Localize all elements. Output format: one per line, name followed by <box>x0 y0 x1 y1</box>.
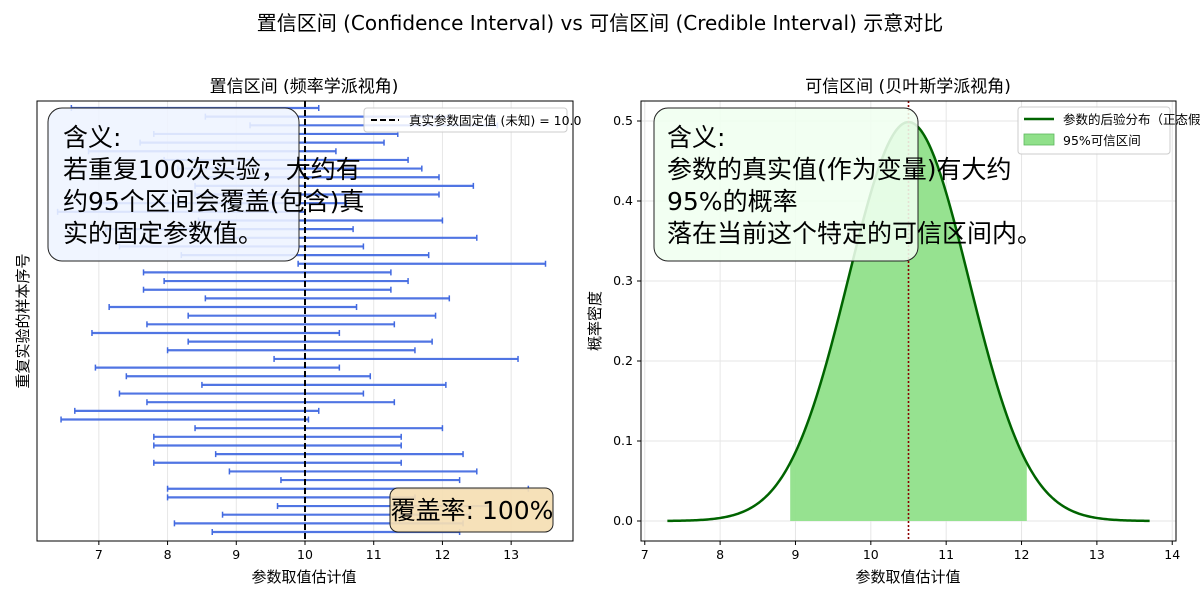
left-y-axis-label: 重复实验的样本序号 <box>14 253 32 388</box>
right-x-tick-label: 14 <box>1164 547 1180 562</box>
interval-9 <box>153 459 402 466</box>
left-x-axis-label: 参数取值估计值 <box>251 568 356 586</box>
right-legend-fill-label: 95%可信区间 <box>1063 133 1141 148</box>
left-x-ticks: 7 8 9 10 11 12 13 <box>95 541 519 562</box>
interval-5 <box>166 494 416 501</box>
left-x-tick-label: 12 <box>434 547 450 562</box>
right-x-tick-label: 7 <box>641 547 649 562</box>
right-chart-panel: 可信区间 (贝叶斯学派视角) 7 8 9 10 11 12 13 14 0.00.10.20.… <box>586 77 1200 586</box>
interval-28 <box>204 295 451 302</box>
interval-20 <box>94 364 341 371</box>
interval-17 <box>118 390 365 397</box>
interval-21 <box>273 355 519 362</box>
right-y-tick-label: 0.1 <box>613 433 633 448</box>
interval-10 <box>214 451 464 458</box>
interval-23 <box>187 338 433 345</box>
left-legend: 真实参数固定值 (未知) = 10.0 <box>363 107 582 133</box>
left-chart-panel: 置信区间 (频率学派视角) 7 8 9 10 11 12 13 参数取值估计值 重复实验的样… <box>14 77 582 586</box>
annotation-line: 落在当前这个特定的可信区间内。 <box>667 219 1042 248</box>
interval-30 <box>163 278 409 285</box>
interval-13 <box>194 425 444 432</box>
interval-32 <box>297 260 547 267</box>
right-x-tick-label: 9 <box>791 547 799 562</box>
interval-27 <box>108 304 358 311</box>
annotation-line: 实的固定参数值。 <box>63 219 263 248</box>
left-x-tick-label: 11 <box>366 547 382 562</box>
right-y-tick-label: 0.2 <box>613 353 633 368</box>
right-annotation-text: 含义: 参数的真实值(作为变量)有大约 95%的概率落在当前这个特定的可信区间内。 <box>667 123 1042 248</box>
interval-29 <box>142 286 392 293</box>
coverage-badge-background <box>389 487 554 533</box>
left-x-tick-label: 8 <box>164 547 172 562</box>
right-y-axis-label: 概率密度 <box>586 291 604 351</box>
figure-suptitle: 置信区间 (Confidence Interval) vs 可信区间 (Cred… <box>257 11 943 35</box>
right-legend-box <box>1017 106 1171 155</box>
annotation-line: 参数的真实值(作为变量)有大约 <box>667 155 1012 184</box>
annotation-line: 约95个区间会覆盖(包含)真 <box>63 187 364 216</box>
interval-22 <box>166 347 416 354</box>
coverage-text: 覆盖率: 100% <box>391 496 554 525</box>
right-annotation-box: 含义: 参数的真实值(作为变量)有大约 95%的概率落在当前这个特定的可信区间内。 <box>653 107 1042 262</box>
left-x-tick-label: 7 <box>95 547 103 562</box>
interval-18 <box>201 381 447 388</box>
left-x-tick-label: 9 <box>232 547 240 562</box>
annotation-line: 含义: <box>667 123 725 152</box>
interval-12 <box>153 433 402 440</box>
left-annotation-background <box>47 107 300 262</box>
annotation-line: 95%的概率 <box>667 187 798 216</box>
left-chart-title: 置信区间 (频率学派视角) <box>210 77 399 97</box>
left-legend-label: 真实参数固定值 (未知) = 10.0 <box>409 113 582 128</box>
interval-14 <box>60 416 310 423</box>
right-x-tick-label: 12 <box>1014 547 1030 562</box>
right-annotation-background <box>653 107 919 262</box>
left-x-tick-label: 10 <box>297 547 313 562</box>
left-annotation-text: 含义: 若重复100次实验，大约有约95个区间会覆盖(包含)真实的固定参数值。 <box>63 123 364 248</box>
annotation-line: 若重复100次实验，大约有 <box>63 155 361 184</box>
coverage-badge: 覆盖率: 100% <box>389 487 554 533</box>
right-x-tick-label: 8 <box>716 547 724 562</box>
interval-8 <box>228 468 478 475</box>
interval-11 <box>153 442 402 449</box>
right-x-tick-label: 11 <box>938 547 954 562</box>
interval-24 <box>91 329 341 336</box>
right-legend-curve-label: 参数的后验分布（正态假设） <box>1063 112 1200 127</box>
left-legend-box <box>363 107 568 133</box>
right-y-tick-label: 0.5 <box>613 113 633 128</box>
interval-7 <box>280 477 461 484</box>
right-chart-title: 可信区间 (贝叶斯学派视角) <box>805 77 1011 97</box>
right-plot-frame <box>640 100 1177 542</box>
right-x-tick-label: 10 <box>863 547 879 562</box>
interval-26 <box>187 312 437 319</box>
interval-19 <box>125 373 372 380</box>
right-x-ticks: 7 8 9 10 11 12 13 14 <box>641 541 1180 562</box>
right-legend-fill-swatch <box>1023 133 1055 146</box>
right-y-tick-label: 0.3 <box>613 273 633 288</box>
left-annotation-box: 含义: 若重复100次实验，大约有约95个区间会覆盖(包含)真实的固定参数值。 <box>47 107 364 262</box>
right-y-ticks: 0.0 0.1 0.2 0.3 0.4 0.5 <box>613 113 641 528</box>
right-x-axis-label: 参数取值估计值 <box>855 568 960 586</box>
interval-16 <box>146 399 396 406</box>
right-y-tick-label: 0.4 <box>613 193 633 208</box>
right-x-tick-label: 13 <box>1089 547 1105 562</box>
left-x-tick-label: 13 <box>503 547 519 562</box>
right-legend: 参数的后验分布（正态假设） 95%可信区间 <box>1017 106 1200 155</box>
interval-15 <box>74 407 320 414</box>
interval-31 <box>142 269 392 276</box>
right-y-tick-label: 0.0 <box>613 513 633 528</box>
annotation-line: 含义: <box>63 123 121 152</box>
interval-25 <box>146 321 396 328</box>
